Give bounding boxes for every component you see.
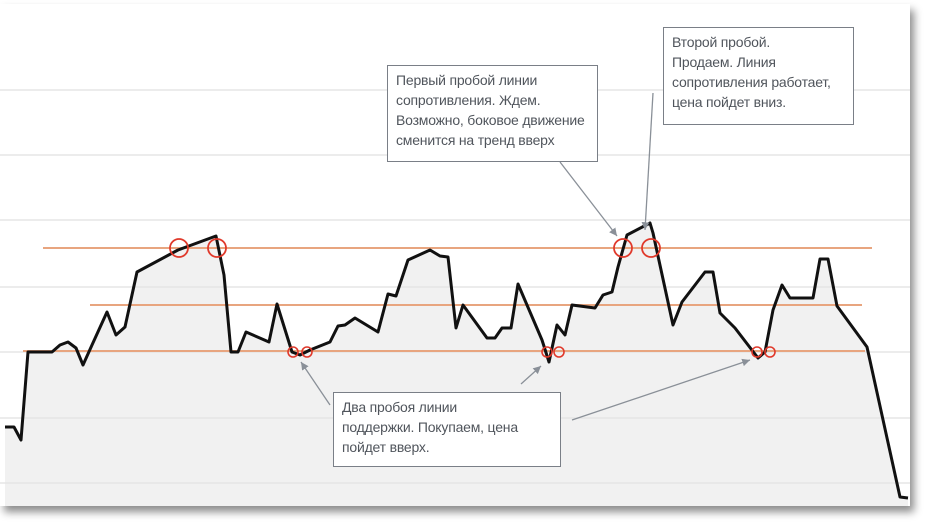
note-line: Первый пробой линии: [396, 72, 538, 88]
note-first-resistance-breakout: Первый пробой линии сопротивления. Ждем.…: [387, 65, 598, 162]
resistance-breakout-circle: [169, 238, 189, 258]
note-line: сопротивления. Ждем.: [396, 92, 541, 108]
resistance-breakout-circle: [613, 238, 633, 258]
callout-arrow: [571, 358, 751, 421]
support-breakout-circle: [301, 346, 313, 358]
price-line: [5, 221, 909, 500]
resistance-breakout-circle: [207, 238, 227, 258]
support-breakout-circle: [541, 346, 553, 358]
support-breakout-circle: [751, 346, 763, 358]
note-line: Два пробоя линии: [342, 399, 458, 415]
note-support-breakouts: Два пробоя линии поддержки. Покупаем, це…: [333, 392, 561, 467]
support-breakout-circle: [553, 346, 565, 358]
callout-arrow: [559, 161, 618, 237]
support-breakout-circle: [287, 346, 299, 358]
note-line: пойдет вверх.: [342, 439, 430, 455]
callout-arrow: [641, 92, 654, 231]
note-line: цена пойдет вниз.: [672, 94, 786, 110]
note-line: Возможно, боковое движение: [396, 112, 585, 128]
callout-arrow: [520, 365, 542, 385]
callout-arrow: [300, 361, 331, 406]
note-line: Продаем. Линия: [672, 54, 776, 70]
note-line: сменится на тренд вверх: [396, 132, 555, 148]
price-area-fill: [5, 223, 908, 506]
note-line: сопротивления работает,: [672, 74, 831, 90]
resistance-breakout-circle: [641, 238, 661, 258]
support-breakout-circle: [764, 346, 776, 358]
note-line: Второй пробой.: [672, 34, 771, 50]
note-second-resistance-breakout: Второй пробой. Продаем. Линия сопротивле…: [663, 27, 854, 125]
note-line: поддержки. Покупаем, цена: [342, 419, 518, 435]
